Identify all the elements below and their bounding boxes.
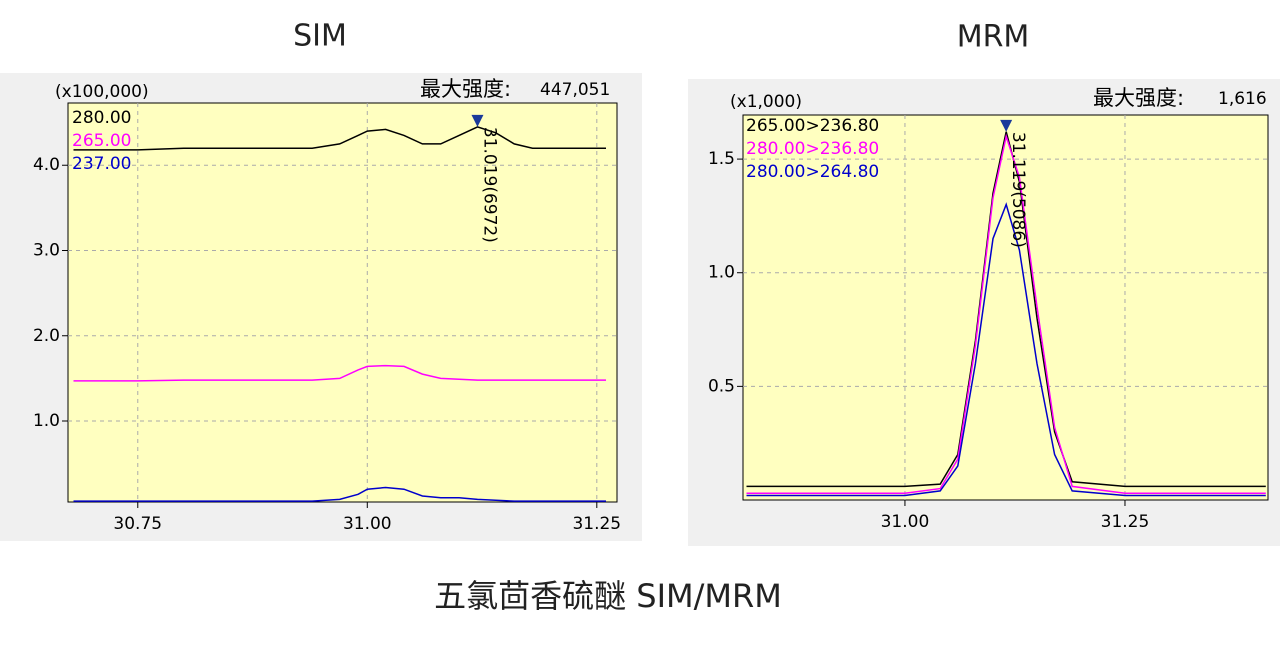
legend-entry: 265.00 xyxy=(72,131,131,151)
y-tick-label: 1.0 xyxy=(33,411,60,431)
peak-annotation: 31.019(6972) xyxy=(479,127,499,243)
max-label: 最大强度: xyxy=(1093,86,1184,110)
trace xyxy=(746,133,1266,494)
x-tick-label: 31.00 xyxy=(343,514,392,534)
scale-label: (x100,000) xyxy=(55,82,149,102)
max-value: 1,616 xyxy=(1218,89,1267,109)
trace xyxy=(73,364,606,382)
panel-title: MRM xyxy=(957,20,1030,55)
x-tick-label: 31.00 xyxy=(881,512,930,532)
trace xyxy=(746,131,1266,488)
plot-area xyxy=(742,114,1269,501)
plot-area xyxy=(67,102,618,503)
trace xyxy=(73,486,606,502)
trace xyxy=(746,202,1266,497)
x-tick-label: 31.25 xyxy=(1101,512,1150,532)
x-tick-label: 31.25 xyxy=(572,514,621,534)
y-tick-label: 3.0 xyxy=(33,240,60,260)
y-tick-label: 1.0 xyxy=(708,263,735,283)
legend-entry: 237.00 xyxy=(72,154,131,174)
max-value: 447,051 xyxy=(540,80,610,100)
y-tick-label: 4.0 xyxy=(33,155,60,175)
scale-label: (x1,000) xyxy=(730,92,802,112)
peak-marker xyxy=(1000,119,1013,132)
x-tick-label: 30.75 xyxy=(113,514,162,534)
legend-entry: 280.00>236.80 xyxy=(746,139,879,159)
trace xyxy=(73,126,606,151)
panel-title: SIM xyxy=(293,19,347,54)
legend-entry: 280.00>264.80 xyxy=(746,162,879,182)
y-tick-label: 0.5 xyxy=(708,376,735,396)
peak-marker xyxy=(471,114,484,127)
legend-entry: 265.00>236.80 xyxy=(746,116,879,136)
y-tick-label: 1.5 xyxy=(708,149,735,169)
peak-annotation: 31.119(5086) xyxy=(1008,132,1028,248)
y-tick-label: 2.0 xyxy=(33,326,60,346)
caption: 五氯茴香硫醚 SIM/MRM xyxy=(434,577,782,615)
max-label: 最大强度: xyxy=(420,77,511,101)
legend-entry: 280.00 xyxy=(72,108,131,128)
